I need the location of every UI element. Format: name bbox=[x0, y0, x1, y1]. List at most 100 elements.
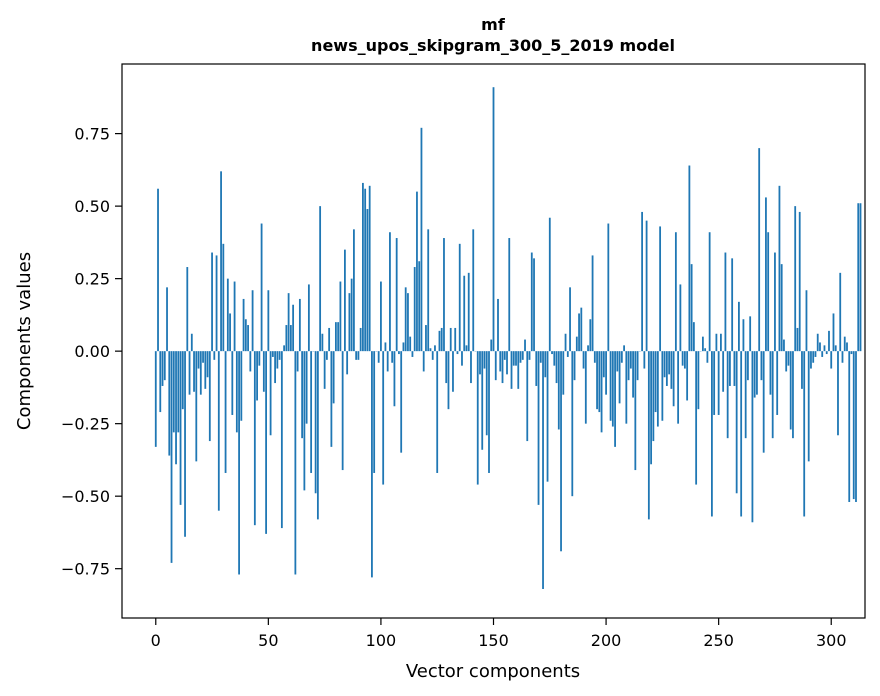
bar-17 bbox=[193, 351, 195, 392]
bar-226 bbox=[663, 351, 666, 378]
bar-288 bbox=[803, 351, 806, 517]
bar-58 bbox=[285, 325, 288, 352]
bar-76 bbox=[325, 351, 328, 360]
bar-128 bbox=[443, 238, 445, 352]
bar-283 bbox=[792, 351, 794, 439]
bar-145 bbox=[481, 351, 484, 450]
bar-66 bbox=[303, 351, 306, 491]
bar-80 bbox=[334, 322, 337, 352]
bar-148 bbox=[488, 351, 490, 473]
bar-216 bbox=[641, 211, 643, 352]
bar-74 bbox=[321, 333, 324, 352]
bar-297 bbox=[823, 345, 826, 352]
bar-206 bbox=[618, 351, 621, 404]
bar-173 bbox=[544, 351, 547, 378]
bar-267 bbox=[756, 351, 758, 395]
bar-71 bbox=[314, 351, 317, 494]
bar-72 bbox=[316, 351, 319, 520]
bar-67 bbox=[305, 351, 308, 424]
bar-224 bbox=[659, 226, 662, 352]
bar-114 bbox=[411, 351, 414, 357]
bar-188 bbox=[578, 313, 580, 352]
bar-87 bbox=[350, 278, 353, 352]
bars-group bbox=[154, 87, 862, 589]
bar-121 bbox=[427, 229, 430, 352]
bar-73 bbox=[319, 206, 322, 352]
bar-229 bbox=[670, 351, 673, 389]
bar-166 bbox=[528, 351, 531, 360]
bar-247 bbox=[711, 351, 713, 517]
bar-125 bbox=[436, 351, 439, 473]
bar-143 bbox=[476, 351, 479, 485]
chart-title: mf bbox=[481, 15, 506, 34]
bar-132 bbox=[452, 351, 454, 392]
bar-241 bbox=[697, 351, 700, 410]
bar-263 bbox=[747, 351, 749, 381]
bar-292 bbox=[812, 351, 815, 363]
bar-93 bbox=[364, 188, 367, 352]
bar-254 bbox=[726, 351, 729, 439]
bar-88 bbox=[353, 229, 355, 352]
bar-253 bbox=[724, 252, 727, 352]
bar-13 bbox=[184, 351, 186, 537]
bar-212 bbox=[632, 351, 634, 398]
bar-19 bbox=[197, 351, 200, 369]
bar-3 bbox=[161, 351, 164, 386]
y-tick-label: 0.25 bbox=[74, 270, 110, 289]
bar-27 bbox=[215, 255, 218, 352]
bar-136 bbox=[461, 351, 463, 366]
bar-172 bbox=[542, 351, 544, 589]
bar-306 bbox=[843, 336, 846, 352]
bar-46 bbox=[258, 351, 261, 366]
bar-171 bbox=[539, 351, 542, 363]
bar-304 bbox=[839, 272, 842, 352]
bar-11 bbox=[179, 351, 182, 505]
bar-158 bbox=[510, 351, 513, 389]
bar-117 bbox=[418, 261, 421, 352]
bar-176 bbox=[551, 351, 553, 355]
bar-101 bbox=[382, 351, 385, 485]
bar-221 bbox=[652, 351, 655, 442]
bar-60 bbox=[289, 325, 292, 352]
bar-272 bbox=[767, 232, 770, 352]
bar-286 bbox=[798, 211, 801, 352]
bar-276 bbox=[776, 351, 779, 415]
bar-182 bbox=[564, 333, 567, 352]
bar-64 bbox=[298, 298, 301, 352]
bar-287 bbox=[801, 351, 803, 389]
bar-16 bbox=[190, 333, 193, 352]
bar-134 bbox=[456, 351, 459, 355]
bar-290 bbox=[807, 351, 810, 462]
bar-208 bbox=[623, 345, 625, 352]
bar-56 bbox=[280, 351, 283, 529]
bar-150 bbox=[492, 87, 495, 352]
bar-26 bbox=[213, 351, 216, 360]
bar-252 bbox=[722, 351, 725, 392]
bar-77 bbox=[328, 327, 331, 352]
bar-167 bbox=[530, 252, 533, 352]
x-tick-label: 250 bbox=[703, 631, 734, 650]
bar-146 bbox=[483, 351, 486, 369]
bar-111 bbox=[404, 287, 407, 352]
bar-82 bbox=[339, 281, 342, 352]
bar-204 bbox=[614, 351, 616, 447]
bar-118 bbox=[420, 127, 423, 352]
bar-137 bbox=[463, 275, 466, 352]
bar-300 bbox=[830, 351, 833, 369]
bar-122 bbox=[429, 348, 432, 352]
bar-240 bbox=[695, 351, 698, 485]
bar-310 bbox=[852, 351, 855, 500]
bar-233 bbox=[679, 284, 682, 352]
bar-184 bbox=[569, 287, 571, 352]
bar-21 bbox=[202, 351, 204, 363]
bar-293 bbox=[814, 351, 817, 357]
x-tick-label: 150 bbox=[478, 631, 509, 650]
bar-249 bbox=[715, 333, 718, 352]
bar-265 bbox=[751, 351, 754, 523]
bar-213 bbox=[634, 351, 637, 471]
bar-231 bbox=[674, 232, 677, 352]
bar-289 bbox=[805, 290, 808, 352]
bar-260 bbox=[740, 351, 743, 517]
bar-22 bbox=[204, 351, 207, 389]
bar-23 bbox=[206, 351, 209, 378]
